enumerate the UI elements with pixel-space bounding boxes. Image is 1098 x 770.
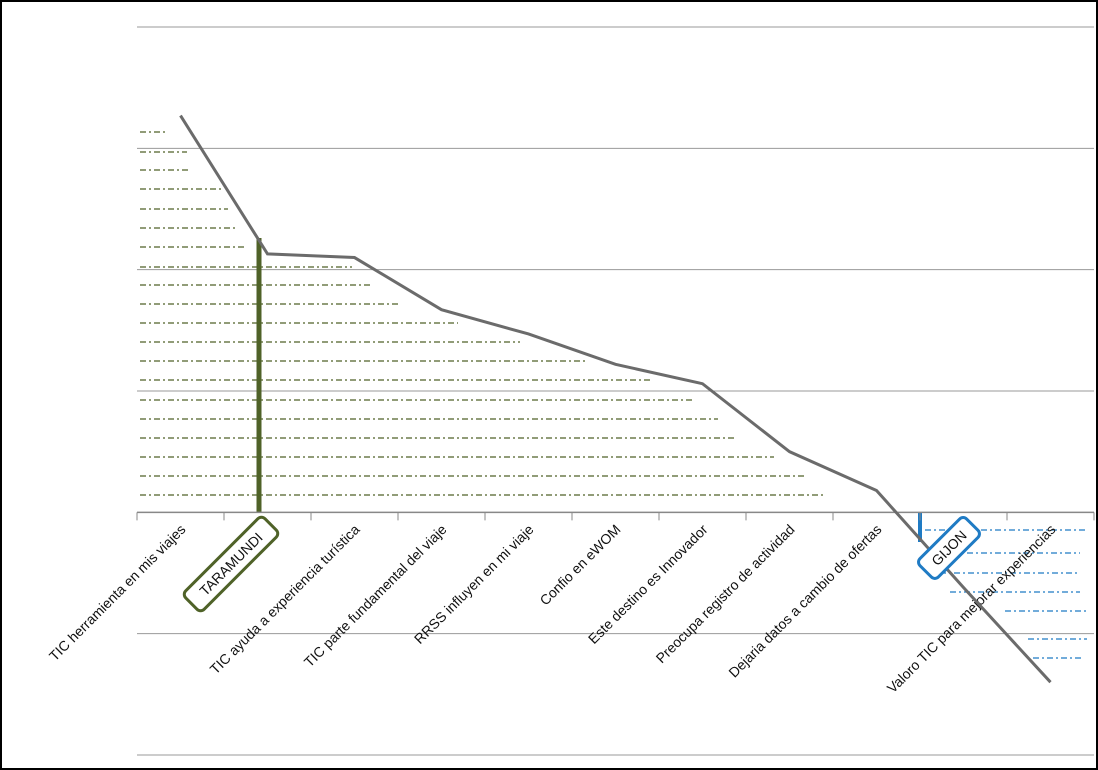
annotation-box [182, 515, 280, 613]
annotation-box [917, 516, 981, 580]
line-series [179, 114, 1052, 684]
